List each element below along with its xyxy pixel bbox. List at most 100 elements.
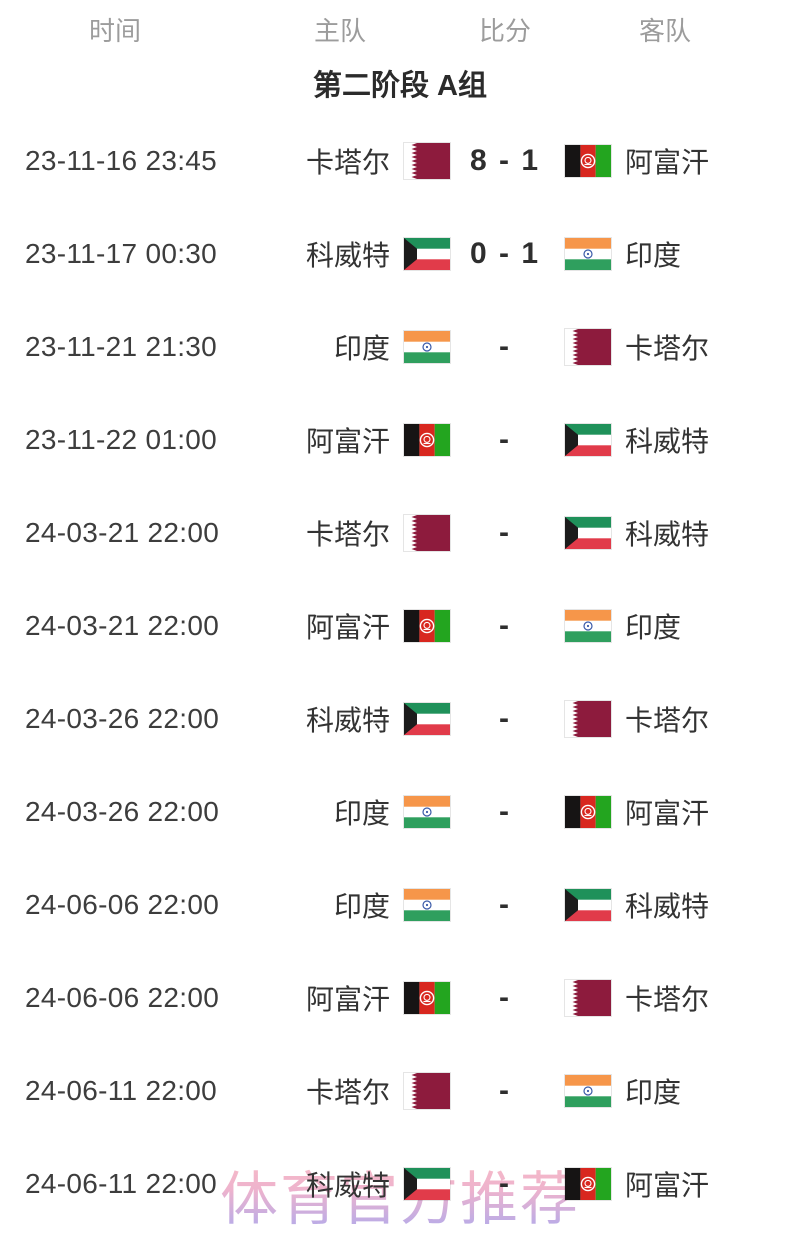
match-row[interactable]: 23-11-17 00:30 科威特 0 - 1 印度 — [0, 207, 800, 300]
match-time: 23-11-22 01:00 — [25, 423, 218, 455]
match-list: 23-11-16 23:45 卡塔尔 8 - 1 阿富汗 23-11-17 00… — [0, 114, 800, 1230]
home-team: 阿富汗 — [230, 978, 450, 1018]
match-row[interactable]: 23-11-16 23:45 卡塔尔 8 - 1 阿富汗 — [0, 114, 800, 207]
afghanistan-flag-icon — [565, 144, 611, 177]
home-team-name: 阿富汗 — [305, 983, 390, 1015]
match-row[interactable]: 24-03-26 22:00 科威特 - 卡塔尔 — [0, 672, 800, 765]
match-time: 23-11-21 21:30 — [25, 330, 218, 362]
away-team: 印度 — [560, 1071, 800, 1111]
away-team: 卡塔尔 — [560, 327, 800, 367]
home-team: 卡塔尔 — [230, 141, 450, 181]
away-team: 卡塔尔 — [560, 978, 800, 1018]
match-score: - — [499, 887, 511, 921]
india-flag-icon — [565, 609, 611, 642]
home-team: 印度 — [230, 885, 450, 925]
qatar-flag-icon — [565, 328, 611, 365]
home-team: 印度 — [230, 327, 450, 367]
match-row[interactable]: 24-06-11 22:00 卡塔尔 - 印度 — [0, 1044, 800, 1137]
match-row[interactable]: 24-03-26 22:00 印度 - 阿富汗 — [0, 765, 800, 858]
match-score: - — [499, 701, 511, 735]
kuwait-flag-icon — [404, 237, 450, 270]
match-score: - — [499, 1073, 511, 1107]
match-time: 24-03-26 22:00 — [25, 702, 220, 734]
match-row[interactable]: 23-11-22 01:00 阿富汗 - 科威特 — [0, 393, 800, 486]
qatar-flag-icon — [565, 700, 611, 737]
home-team: 阿富汗 — [230, 606, 450, 646]
home-team-name: 卡塔尔 — [305, 146, 390, 178]
home-team-name: 阿富汗 — [305, 611, 390, 643]
home-team-name: 卡塔尔 — [305, 1076, 390, 1108]
away-team: 科威特 — [560, 420, 800, 460]
away-team-name: 卡塔尔 — [625, 332, 710, 364]
home-team-name: 卡塔尔 — [305, 518, 390, 550]
match-row[interactable]: 23-11-21 21:30 印度 - 卡塔尔 — [0, 300, 800, 393]
away-team-name: 卡塔尔 — [625, 704, 710, 736]
home-team-name: 印度 — [333, 797, 390, 829]
home-team: 阿富汗 — [230, 420, 450, 460]
match-score: - — [499, 329, 511, 363]
home-team-name: 科威特 — [305, 704, 390, 736]
match-row[interactable]: 24-06-06 22:00 阿富汗 - 卡塔尔 — [0, 951, 800, 1044]
away-team: 阿富汗 — [560, 1164, 800, 1204]
home-team-name: 科威特 — [305, 239, 390, 271]
kuwait-flag-icon — [565, 888, 611, 921]
india-flag-icon — [404, 330, 450, 363]
home-team: 卡塔尔 — [230, 513, 450, 553]
home-team-name: 阿富汗 — [305, 425, 390, 457]
india-flag-icon — [565, 1074, 611, 1107]
away-team: 卡塔尔 — [560, 699, 800, 739]
home-team: 科威特 — [230, 1164, 450, 1204]
afghanistan-flag-icon — [565, 795, 611, 828]
match-row[interactable]: 24-06-06 22:00 印度 - 科威特 — [0, 858, 800, 951]
match-time: 24-06-06 22:00 — [25, 981, 220, 1013]
column-header-away: 客队 — [638, 15, 691, 46]
home-team: 卡塔尔 — [230, 1071, 450, 1111]
match-score: - — [499, 515, 511, 549]
away-team-name: 卡塔尔 — [625, 983, 710, 1015]
match-score: 0 - 1 — [469, 236, 541, 270]
match-time: 23-11-16 23:45 — [25, 144, 218, 176]
match-score: - — [499, 1166, 511, 1200]
match-score: - — [499, 794, 511, 828]
home-team-name: 印度 — [333, 332, 390, 364]
away-team: 阿富汗 — [560, 792, 800, 832]
afghanistan-flag-icon — [404, 981, 450, 1014]
away-team-name: 阿富汗 — [625, 1169, 710, 1201]
column-header-home: 主队 — [313, 15, 366, 46]
home-team-name: 科威特 — [305, 1169, 390, 1201]
kuwait-flag-icon — [565, 516, 611, 549]
home-team-name: 印度 — [333, 890, 390, 922]
away-team-name: 印度 — [625, 1076, 682, 1108]
kuwait-flag-icon — [565, 423, 611, 456]
qatar-flag-icon — [404, 142, 450, 179]
qatar-flag-icon — [404, 514, 450, 551]
match-time: 24-03-21 22:00 — [25, 516, 220, 548]
india-flag-icon — [565, 237, 611, 270]
match-score: 8 - 1 — [469, 143, 541, 177]
watermark: 体育官方推荐 — [220, 1152, 580, 1236]
away-team: 科威特 — [560, 513, 800, 553]
match-row[interactable]: 24-03-21 22:00 阿富汗 - 印度 — [0, 579, 800, 672]
match-time: 23-11-17 00:30 — [25, 237, 218, 269]
afghanistan-flag-icon — [404, 423, 450, 456]
match-time: 24-06-11 22:00 — [25, 1074, 218, 1106]
match-score: - — [499, 608, 511, 642]
match-row[interactable]: 24-06-11 22:00 科威特 - 阿富汗 — [0, 1137, 800, 1230]
away-team-name: 阿富汗 — [625, 146, 710, 178]
india-flag-icon — [404, 795, 450, 828]
afghanistan-flag-icon — [565, 1167, 611, 1200]
away-team: 科威特 — [560, 885, 800, 925]
qatar-flag-icon — [404, 1072, 450, 1109]
kuwait-flag-icon — [404, 702, 450, 735]
away-team-name: 印度 — [625, 611, 682, 643]
match-row[interactable]: 24-03-21 22:00 卡塔尔 - 科威特 — [0, 486, 800, 579]
table-header: 时间 主队 比分 客队 — [0, 0, 800, 58]
away-team: 印度 — [560, 606, 800, 646]
kuwait-flag-icon — [404, 1167, 450, 1200]
match-time: 24-03-26 22:00 — [25, 795, 220, 827]
afghanistan-flag-icon — [404, 609, 450, 642]
match-time: 24-03-21 22:00 — [25, 609, 220, 641]
away-team-name: 科威特 — [625, 890, 710, 922]
